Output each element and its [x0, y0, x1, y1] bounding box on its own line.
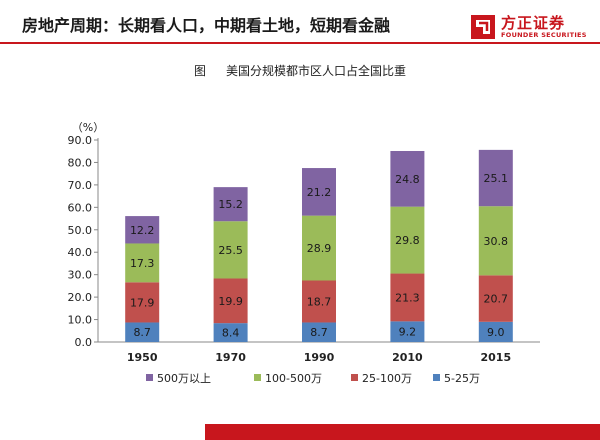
legend-swatch: [254, 374, 261, 381]
bar-segment: [125, 322, 160, 342]
bar-segment: [302, 168, 336, 216]
legend-swatch: [351, 374, 358, 381]
data-label: 28.9: [307, 242, 332, 255]
founder-securities-logo: 方正证券 FOUNDER SECURITIES: [470, 10, 595, 44]
x-tick-label: 2015: [480, 351, 511, 364]
legend-label: 25-100万: [362, 372, 412, 385]
data-label: 21.2: [307, 186, 332, 199]
bar-segment: [125, 243, 160, 283]
legend-label: 500万以上: [157, 372, 211, 385]
data-label: 17.3: [130, 257, 155, 270]
logo-text-cn: 方正证券: [501, 14, 566, 32]
bar-segment: [390, 206, 425, 274]
data-label: 17.9: [130, 296, 155, 309]
legend-swatch: [146, 374, 153, 381]
data-label: 18.7: [307, 295, 332, 308]
bar-segment: [390, 321, 425, 342]
data-label: 30.8: [484, 235, 509, 248]
bar-segment: [125, 282, 160, 323]
x-tick-label: 1990: [304, 351, 335, 364]
data-label: 15.2: [218, 198, 243, 211]
data-label: 24.8: [395, 173, 420, 186]
data-label: 21.3: [395, 291, 420, 304]
y-tick-label: 60.0: [68, 201, 93, 214]
data-label: 8.7: [310, 326, 328, 339]
y-tick-label: 10.0: [68, 314, 93, 327]
bar-segment: [390, 150, 425, 207]
x-tick-label: 1950: [127, 351, 158, 364]
data-label: 8.7: [133, 326, 151, 339]
founder-logo-icon: [471, 15, 495, 39]
legend-swatch: [433, 374, 440, 381]
logo-text-en: FOUNDER SECURITIES: [501, 31, 587, 39]
bar-segment: [125, 216, 160, 244]
bar-segment: [478, 275, 513, 322]
bar-segment: [478, 321, 513, 342]
data-label: 12.2: [130, 224, 155, 237]
figure-caption: 图 美国分规模都市区人口占全国比重: [0, 62, 600, 79]
y-tick-label: 20.0: [68, 291, 93, 304]
y-tick-label: 50.0: [68, 224, 93, 237]
y-tick-label: 30.0: [68, 269, 93, 282]
bar-segment: [478, 149, 513, 207]
y-tick-label: 90.0: [68, 134, 93, 147]
bar-segment: [213, 187, 248, 222]
figure-caption-text: 美国分规模都市区人口占全国比重: [226, 64, 407, 78]
legend-label: 5-25万: [444, 372, 480, 385]
data-label: 29.8: [395, 234, 420, 247]
footer-band: [205, 424, 600, 440]
data-label: 19.9: [218, 295, 243, 308]
bar-segment: [213, 221, 248, 279]
data-label: 8.4: [222, 327, 240, 340]
y-tick-label: 40.0: [68, 246, 93, 259]
bar-segment: [390, 273, 425, 322]
data-label: 20.7: [484, 293, 509, 306]
bar-segment: [213, 278, 248, 324]
y-axis-unit-label: （%）: [72, 121, 104, 134]
y-tick-label: 70.0: [68, 179, 93, 192]
data-label: 9.2: [399, 326, 417, 339]
bar-segment: [213, 323, 248, 342]
bar-segment: [302, 280, 336, 323]
bar-segment: [302, 215, 336, 281]
bar-segment: [302, 322, 336, 342]
header-rule: [0, 42, 600, 44]
y-tick-label: 0.0: [75, 336, 93, 349]
y-tick-label: 80.0: [68, 156, 93, 169]
data-label: 25.1: [484, 172, 509, 185]
data-label: 25.5: [218, 244, 243, 257]
slide-title: 房地产周期：长期看人口，中期看土地，短期看金融: [22, 16, 391, 35]
figure-caption-prefix: 图: [193, 64, 206, 78]
x-tick-label: 2010: [392, 351, 423, 364]
data-label: 9.0: [487, 326, 505, 339]
legend-label: 100-500万: [265, 372, 322, 385]
bar-segment: [478, 206, 513, 276]
x-tick-label: 1970: [215, 351, 246, 364]
